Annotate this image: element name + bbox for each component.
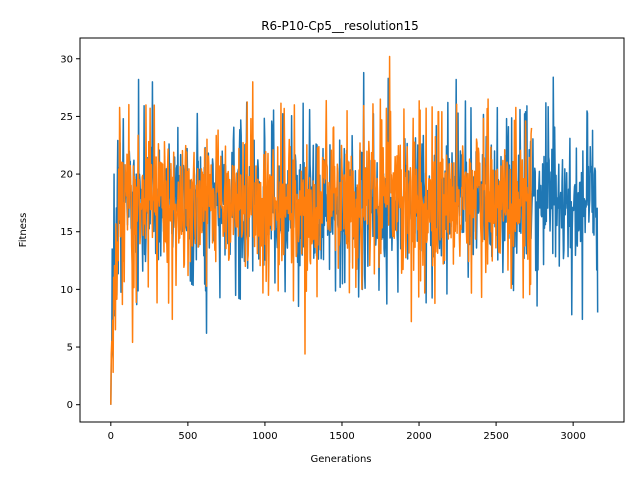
y-tick-label: 30 (60, 54, 73, 65)
x-tick-label: 2500 (483, 431, 508, 442)
y-tick-label: 5 (67, 343, 73, 354)
plot-area-frame (79, 37, 625, 423)
y-axis-label: Fitness (18, 213, 29, 248)
x-tick-label: 1500 (329, 431, 354, 442)
x-tick-label: 3000 (560, 431, 585, 442)
y-tick-label: 10 (60, 285, 73, 296)
x-tick-label: 1000 (252, 431, 277, 442)
series-line-2 (110, 55, 533, 405)
chart-title: R6-P10-Cp5__resolution15 (261, 19, 419, 33)
x-axis-label: Generations (311, 454, 372, 465)
x-axis: 0 500 1000 1500 2000 2500 3000 (108, 422, 586, 442)
y-axis: 0 5 10 15 20 25 30 (60, 54, 80, 411)
x-tick-label: 500 (178, 431, 197, 442)
y-tick-label: 15 (60, 227, 73, 238)
series-layer (110, 55, 599, 405)
y-tick-label: 0 (67, 400, 73, 411)
x-tick-label: 0 (108, 431, 114, 442)
y-tick-label: 25 (60, 112, 73, 123)
y-tick-label: 20 (60, 170, 73, 181)
x-tick-label: 2000 (406, 431, 431, 442)
